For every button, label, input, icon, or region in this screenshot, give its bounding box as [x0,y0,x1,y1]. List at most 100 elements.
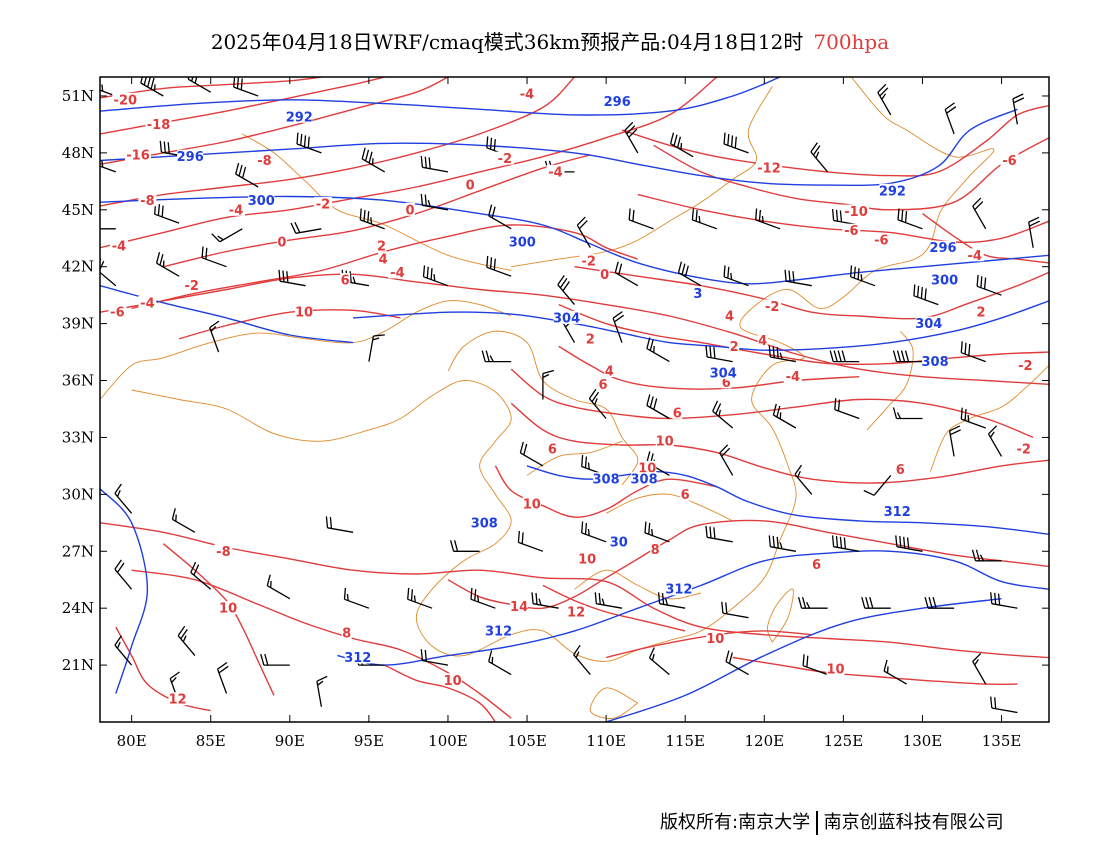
contour-label: 4 [758,334,767,349]
contour-label: -2 [1016,442,1030,457]
contour-label-bg [598,377,608,391]
contour-label-bg [976,305,986,319]
wind-barb [960,407,986,429]
wind-barb [772,403,797,429]
contour-label: 2 [377,239,386,254]
contour-label-bg [471,515,498,529]
wind-barb [614,261,639,287]
wind-barb [834,398,860,420]
x-tick-label: 95E [354,732,384,750]
y-axis: 21N 24N 27N 30N 33N 36N 39N 42N 45N 48N 51N [62,87,1049,674]
contour-label: 10 [444,674,462,689]
border-line [866,330,914,431]
title-main: 2025年04月18日WRF/cmaq模式36km预报产品:04月18日12时 [210,30,804,54]
contour-label-bg [1016,358,1035,372]
contour-label-bg [721,375,732,389]
contour-label-bg [341,625,352,639]
contour-label-bg [168,692,187,706]
contour-label: 4 [379,253,388,268]
y-tick-label: 33N [62,428,94,446]
contour-label-bg [138,295,157,309]
copyright-left: 版权所有:南京大学 [660,812,811,833]
contour-label-bg [378,252,389,266]
wind-barb [201,246,227,268]
temperature-contour [447,519,1049,610]
contour-label-bg [915,316,942,330]
wind-barb [648,647,670,676]
contour-label-bg [340,273,351,286]
contour-label-bg [763,299,782,313]
contour-label-bg [930,240,956,254]
wind-barb [470,587,496,609]
wind-barb [488,204,512,230]
contour-label: 3 [693,287,702,302]
temperature-contour [100,522,1049,659]
contour-label: 8 [342,626,351,641]
contour-label-bg [108,305,127,319]
contour-label: 296 [604,95,631,110]
contour-label: 10 [706,632,724,647]
contour-label: 0 [466,179,475,194]
wind-barb [233,77,259,97]
wind-barb [646,394,670,420]
copyright-footer: 版权所有:南京大学 南京创蓝科技有限公司 [660,808,1004,835]
wind-barb [612,311,625,343]
wind-barb [266,574,291,600]
wind-barb [628,208,654,230]
contour-label: -18 [147,118,171,133]
wind-barb [542,369,555,400]
wind-barb [646,337,670,363]
contour-label: 4 [605,365,614,380]
contour-label-bg [872,233,891,247]
wind-barb [343,587,370,609]
x-tick-label: 110E [586,732,626,750]
contour-label: -2 [765,300,779,315]
contour-label: -8 [257,154,271,169]
wind-barb [892,350,923,363]
contour-label: 308 [631,473,658,488]
contour-label-bg [227,202,245,216]
wind-barb [971,549,1002,562]
wind-barb [209,320,220,353]
wind-barb [449,540,480,552]
border-line [766,588,794,643]
contour-label-bg [509,235,536,248]
wind-barb [861,597,891,609]
x-axis: 80E 85E 90E 95E 100E 105E 110E 115E 120E 125E 130E… [117,77,1021,750]
contour-label-bg [485,623,512,637]
contour-label: -4 [520,88,534,103]
wind-barb [691,208,718,230]
contour-label: 6 [548,442,557,457]
contour-label-bg [276,235,287,248]
contour-labels: -20-18-16-8-8-4-4-4-4-4-4-2-2-2-2-2-2-20… [108,87,1035,708]
contour-label: 312 [665,583,692,598]
contour-label: -4 [786,370,800,385]
wind-barb [768,345,797,363]
contour-label: 304 [553,311,580,326]
contour-label-bg [553,310,580,324]
wind-barb [948,425,961,457]
contour-label-bg [692,286,703,300]
wind-barb [960,341,986,363]
wind-barb [768,535,797,552]
wind-barb [114,483,133,514]
contour-label-bg [255,153,274,167]
wind-barb [594,592,623,609]
wind-barb [624,121,639,154]
border-line [929,365,1049,472]
contour-label: 0 [600,268,609,283]
wind-barb [481,350,512,363]
contour-label: 4 [725,310,734,325]
wind-barb [924,597,955,609]
height-contour [526,465,1049,535]
contour-label-bg [125,147,151,161]
wind-barb [976,274,1002,296]
map-title: 2025年04月18日WRF/cmaq模式36km预报产品:04月18日12时 7… [0,26,1100,55]
temperature-contour [558,303,1049,366]
x-tick-label: 115E [665,732,705,750]
height-contour [100,488,149,694]
contour-label: -2 [316,198,330,213]
wind-barb [712,400,734,429]
wind-barb [177,625,196,657]
contour-label-bg [706,631,725,645]
